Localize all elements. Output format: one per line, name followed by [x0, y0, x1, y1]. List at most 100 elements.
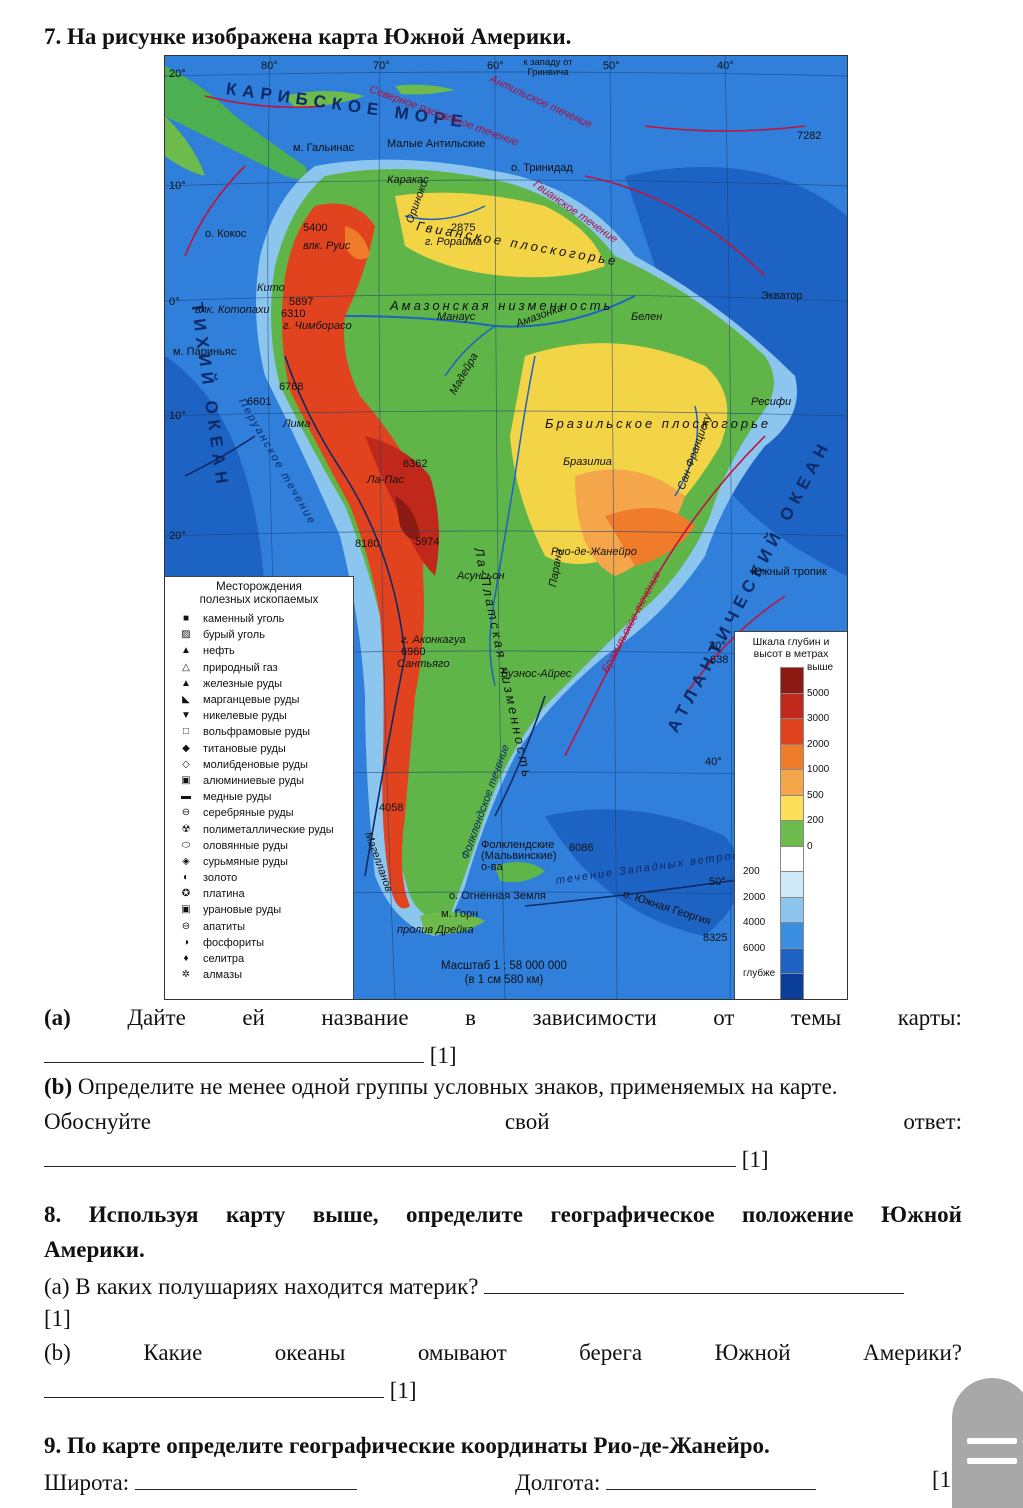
scale-swatch — [780, 718, 804, 746]
circle-star-icon: ✪ — [181, 888, 191, 900]
west-of-greenwich-label: к западу от Гринвича — [523, 57, 573, 78]
lat-40s: 40° — [705, 756, 722, 768]
triangle-filled-icon: ▲ — [181, 645, 191, 657]
legend-item: ⬭ оловянные руды — [179, 838, 353, 854]
legend-item-label: платина — [203, 888, 245, 901]
city-caracas: Каракас — [387, 174, 429, 186]
floating-menu-button[interactable] — [952, 1378, 1023, 1508]
scale-label: 6000 — [743, 942, 766, 954]
square-dot-icon: ▣ — [181, 774, 191, 786]
q8-title-words-word: карту — [225, 1202, 286, 1227]
scale-label: 200 — [743, 866, 760, 877]
legend-item-label: вольфрамовые руды — [203, 726, 311, 739]
equator-label: Экватор — [761, 290, 803, 302]
diamond-half-icon: ◆ — [182, 742, 190, 754]
question-8-title: 8. Используя карту выше, определите географич… — [44, 1202, 962, 1228]
q8b-answer-line: [1] — [44, 1375, 417, 1404]
triangle-outline-icon: △ — [182, 661, 190, 673]
drake-passage-label: пролив Дрейка — [397, 924, 474, 936]
legend-item-label: нефть — [203, 645, 235, 658]
scale-label: 5000 — [807, 687, 830, 699]
gear-icon: ✲ — [181, 969, 191, 981]
falkland-label: Фолклендские (Мальвинские) о-ва — [481, 839, 557, 873]
depth-8180: 8180 — [355, 538, 380, 550]
legend-item: ◈ сурьмяные руды — [179, 854, 353, 870]
q8a-answer-field[interactable] — [484, 1271, 905, 1294]
cocos-label: о. Кокос — [205, 228, 247, 240]
legend-item: △ природный газ — [179, 660, 353, 676]
oval-outline-icon: ⬭ — [181, 839, 191, 851]
city-asuncion: Асунсьон — [457, 570, 505, 582]
legend-item: ✲ алмазы — [179, 967, 353, 983]
legend-item: □ вольфрамовые руды — [179, 724, 353, 740]
q8a-mark: [1] — [44, 1306, 71, 1331]
ruiz-label: влк. Руис — [303, 240, 351, 252]
longitude-field[interactable] — [606, 1467, 817, 1490]
q8b-answer-field[interactable] — [44, 1375, 384, 1398]
tierra-del-fuego-label: о. Огненная Земля — [449, 890, 546, 902]
scale-label: выше — [807, 662, 834, 673]
q8-title-words-word: Южной — [881, 1202, 962, 1227]
elevation-scale: Шкала глубин и высот в метрах выше 5000 300… — [734, 631, 847, 999]
legend-item-label: урановые руды — [203, 904, 282, 917]
legend-item-label: селитра — [203, 953, 245, 966]
q8-title-words-word: 8. — [44, 1202, 62, 1227]
legend-item-label: титановые руды — [203, 742, 286, 755]
q8-title-words-word: выше, — [312, 1202, 379, 1227]
legend-item-label: бурый уголь — [203, 629, 265, 642]
q8b-words-word: (b) — [44, 1340, 71, 1365]
q8b-line: (b) Какие океаны омывают берега Южной Америки? — [44, 1340, 962, 1366]
q7a-answer-field[interactable] — [44, 1040, 424, 1063]
legend-item: ♦ селитра — [179, 951, 353, 967]
scale-title: Шкала глубин и высот в метрах — [752, 636, 830, 660]
diamond-outline-icon: ◇ — [182, 758, 190, 770]
legend-item: ▲ нефть — [179, 643, 353, 659]
scale-swatch — [780, 743, 804, 771]
q7a-answer-line: [1] — [44, 1040, 457, 1069]
legend-item-label: медные руды — [203, 791, 272, 804]
q7b-mark: [1] — [741, 1147, 769, 1172]
legend-item-label: марганцевые руды — [203, 694, 300, 707]
lon-40: 40° — [717, 60, 734, 72]
scale-swatch — [780, 896, 804, 924]
depth-8325: 8325 — [703, 932, 728, 944]
circle-bar-icon: ◑ — [182, 936, 190, 948]
question-9-title: 9. По карте определите географические ко… — [44, 1433, 770, 1458]
q8a-line: (a) В каких полушариях находится материк… — [44, 1271, 905, 1300]
legend-item-label: серебряные руды — [203, 807, 294, 820]
legend-item: ▣ алюминиевые руды — [179, 773, 353, 789]
q7b-answer-field[interactable] — [44, 1144, 736, 1167]
scale-label: 200 — [807, 815, 824, 826]
q7a-words-word: название — [321, 1005, 409, 1030]
city-santiago: Сантьяго — [397, 658, 450, 670]
latitude-field[interactable] — [134, 1467, 357, 1490]
lon-60: 60° — [487, 60, 504, 72]
map-graphic — [165, 56, 847, 999]
city-quito: Кито — [257, 282, 285, 294]
city-recife: Ресифи — [751, 396, 792, 408]
legend-item: ◐ золото — [179, 870, 353, 886]
lesser-antilles-label: Малые Антильские — [387, 138, 486, 150]
q7b-words-word: ответ: — [903, 1109, 962, 1134]
q9-latitude: Широта: — [44, 1467, 357, 1496]
scale-swatch — [780, 667, 804, 695]
scale-swatch — [780, 973, 804, 999]
legend-item: ✪ платина — [179, 886, 353, 902]
latitude-label: Широта: — [44, 1470, 130, 1495]
legend-item-label: алмазы — [203, 969, 243, 982]
height-6601: 6601 — [247, 396, 272, 408]
q7b-question: (b) Определите не менее одной группы усл… — [44, 1074, 838, 1099]
lat-10s: 10° — [169, 410, 186, 422]
lon-70: 70° — [373, 60, 390, 72]
depth-638: 638 — [710, 654, 729, 666]
ruiz-height: 5400 — [303, 222, 328, 234]
longitude-label: Долгота: — [515, 1470, 601, 1495]
legend-item: ☢ полиметаллические руды — [179, 821, 353, 837]
lat-10n: 10° — [169, 180, 186, 192]
trinidad-label: о. Тринидад — [511, 162, 573, 174]
q7b-words-word: Обоснуйте — [44, 1109, 151, 1134]
depth-6086: 6086 — [569, 842, 594, 854]
scale-swatch — [780, 947, 804, 975]
q8b-words-word: Южной — [714, 1340, 791, 1365]
legend-title: Месторождения полезных ископаемых — [199, 581, 319, 606]
